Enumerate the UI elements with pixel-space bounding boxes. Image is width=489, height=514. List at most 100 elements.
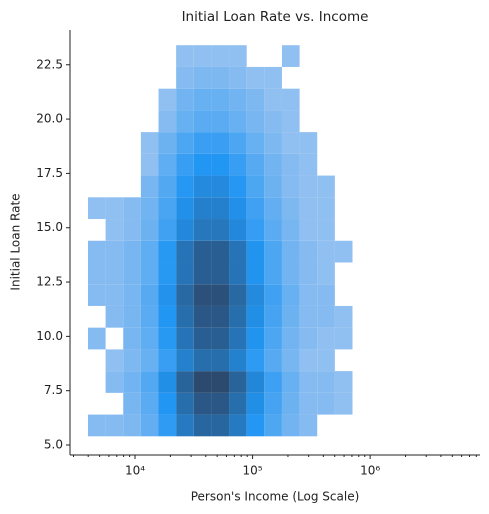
hist-cell — [176, 88, 194, 111]
hist-cell — [140, 349, 159, 372]
hist-cell — [123, 284, 141, 306]
y-tick-label: 12.5 — [36, 275, 63, 289]
hist-cell — [229, 240, 247, 263]
hist-cell — [299, 349, 318, 372]
hist-cell — [193, 414, 212, 437]
hist-cell — [176, 132, 194, 154]
hist-cell — [229, 371, 247, 393]
hist-cell — [281, 371, 300, 393]
hist-cell — [334, 371, 353, 393]
hist-cell — [211, 392, 230, 415]
hist-cell — [105, 371, 124, 393]
hist-cell — [176, 349, 194, 372]
hist-cell — [140, 153, 159, 176]
hist-cell — [105, 349, 124, 372]
hist-cell — [211, 110, 230, 133]
hist-cell — [229, 284, 247, 306]
chart-title: Initial Loan Rate vs. Income — [182, 9, 369, 25]
hist-cell — [246, 305, 265, 328]
hist-cell — [229, 349, 247, 372]
hist-cell — [176, 197, 194, 220]
hist-cell — [211, 66, 230, 89]
hist-cell — [176, 262, 194, 285]
hist-cell — [158, 284, 177, 306]
hist-cell — [158, 327, 177, 350]
hist-cell — [176, 153, 194, 176]
hist-cell — [140, 132, 159, 154]
hist-cell — [299, 392, 318, 415]
hist-cell — [246, 262, 265, 285]
hist-cell — [246, 392, 265, 415]
hist-cell — [123, 262, 141, 285]
hist-cell — [246, 414, 265, 437]
hist-cell — [317, 219, 335, 241]
hist-cell — [299, 219, 318, 241]
hist-cell — [299, 197, 318, 220]
hist-cell — [211, 175, 230, 198]
hist-cell — [158, 240, 177, 263]
hist-cell — [105, 284, 124, 306]
hist-cell — [140, 197, 159, 220]
hist-cell — [264, 153, 282, 176]
hist-cell — [229, 305, 247, 328]
hist-cell — [158, 110, 177, 133]
hist-cell — [264, 240, 282, 263]
hist-cell — [123, 327, 141, 350]
hist-cell — [264, 305, 282, 328]
hist-cell — [176, 305, 194, 328]
hist-cell — [246, 371, 265, 393]
hist-cell — [317, 327, 335, 350]
hist-cell — [317, 175, 335, 198]
hist-cell — [158, 414, 177, 437]
x-tick-label: 10⁶ — [360, 464, 380, 478]
x-tick-label: 10⁵ — [243, 464, 263, 478]
hist-cell — [140, 175, 159, 198]
hist-cell — [299, 414, 318, 437]
hist-cell — [158, 197, 177, 220]
hist-cell — [123, 371, 141, 393]
hist-cell — [123, 305, 141, 328]
hist-cell — [281, 88, 300, 111]
hist-cell — [246, 197, 265, 220]
y-tick-label: 20.0 — [36, 112, 63, 126]
hist-cell — [158, 175, 177, 198]
hist-cell — [264, 262, 282, 285]
hist-cell — [281, 392, 300, 415]
hist-cell — [317, 349, 335, 372]
hist-cell — [281, 262, 300, 285]
hist-cell — [281, 305, 300, 328]
hist-cell — [246, 349, 265, 372]
hist-cell — [281, 175, 300, 198]
hist-cell — [158, 371, 177, 393]
hist-cell — [264, 132, 282, 154]
hist-cell — [158, 153, 177, 176]
hist-cell — [281, 110, 300, 133]
hist-cell — [334, 305, 353, 328]
hist-cell — [229, 197, 247, 220]
hist-cell — [264, 327, 282, 350]
y-tick-label: 7.5 — [44, 383, 63, 397]
hist-cell — [211, 240, 230, 263]
hist-cell — [158, 392, 177, 415]
hist-cell — [123, 392, 141, 415]
hist-cell — [211, 414, 230, 437]
hist-cell — [176, 392, 194, 415]
hist-cell — [193, 175, 212, 198]
hist-cell — [176, 110, 194, 133]
hist-cell — [158, 305, 177, 328]
hist-cell — [158, 262, 177, 285]
hist-cell — [229, 45, 247, 67]
hist-cell — [123, 219, 141, 241]
hist-cell — [246, 132, 265, 154]
hist-cell — [193, 45, 212, 67]
hist-cell — [246, 219, 265, 241]
hist-cell — [281, 197, 300, 220]
hist-cell — [281, 132, 300, 154]
hist-cell — [105, 240, 124, 263]
hist-cell — [229, 132, 247, 154]
hist-cell — [123, 240, 141, 263]
y-axis-label: Initial Loan Rate — [9, 193, 23, 290]
hist-cell — [317, 371, 335, 393]
hist-cell — [299, 153, 318, 176]
hist-cell — [317, 240, 335, 263]
